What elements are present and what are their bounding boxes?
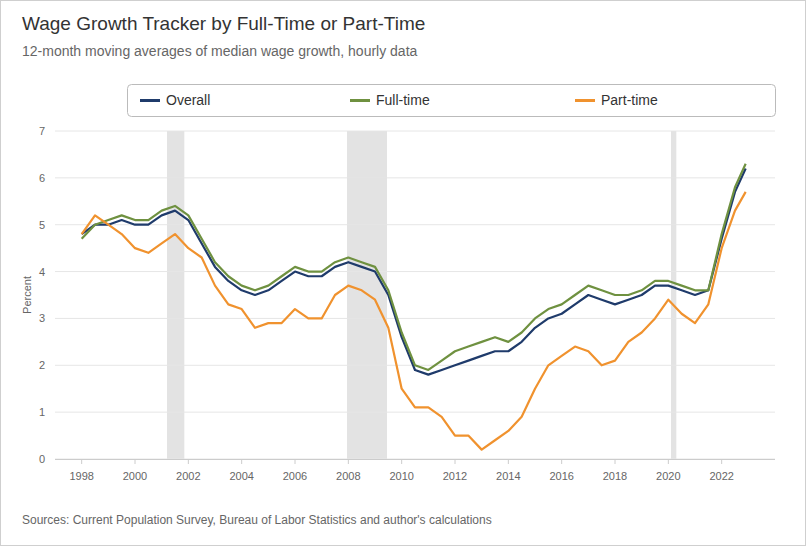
y-tick-label: 1 [39,406,45,418]
chart: Wage Growth Tracker by Full-Time or Part… [0,0,806,546]
x-tick [188,459,189,464]
grid-line [55,412,775,413]
x-tick-label: 2016 [549,470,573,482]
x-tick [455,459,456,464]
x-tick [295,459,296,464]
x-tick-label: 2012 [443,470,467,482]
legend-label: Full-time [376,92,430,108]
grid-line [55,131,775,132]
x-tick-label: 2002 [176,470,200,482]
x-tick [561,459,562,464]
x-tick [135,459,136,464]
legend: Overall Full-time Part-time [128,85,776,117]
x-tick-label: 2018 [603,470,627,482]
chart-frame [1,1,806,546]
x-tick [721,459,722,464]
series-line [82,164,746,370]
x-tick [668,459,669,464]
title: Wage Growth Tracker by Full-Time or Part… [22,13,425,34]
shaded-periods [167,131,676,459]
x-tick-label: 2004 [229,470,253,482]
x-tick-label: 2010 [389,470,413,482]
legend-swatch [140,99,160,102]
y-tick-label: 6 [39,172,45,184]
y-tick-label: 3 [39,312,45,324]
x-tick [615,459,616,464]
y-tick-label: 5 [39,219,45,231]
x-tick-label: 2008 [336,470,360,482]
x-tick [348,459,349,464]
subtitle: 12-month moving averages of median wage … [22,43,418,59]
grid-line [55,271,775,272]
y-tick-label: 0 [39,453,45,465]
legend-box [128,85,776,117]
y-tick-label: 4 [39,266,45,278]
grid-line [55,224,775,225]
shaded-period [671,131,676,459]
grid-line [55,318,775,319]
legend-swatch [350,99,370,102]
source-note: Sources: Current Population Survey, Bure… [22,513,492,527]
shaded-period [167,131,184,459]
series-line [82,168,746,374]
lines [82,164,746,450]
series-line [82,192,746,450]
grid-line [55,177,775,178]
x-tick [81,459,82,464]
y-tick-label: 7 [39,125,45,137]
x-tick [401,459,402,464]
x-tick-label: 2020 [656,470,680,482]
x-tick-label: 1998 [69,470,93,482]
legend-label: Overall [166,92,210,108]
y-tick-label: 2 [39,359,45,371]
x-axis-line [55,459,775,460]
y-axis-label: Percent [21,276,33,314]
x-tick [508,459,509,464]
x-tick [241,459,242,464]
legend-label: Part-time [601,92,658,108]
grid-line [55,459,775,460]
x-tick-label: 2006 [283,470,307,482]
legend-swatch [575,99,595,102]
x-tick-label: 2014 [496,470,520,482]
x-tick-label: 2022 [709,470,733,482]
x-tick-label: 2000 [123,470,147,482]
